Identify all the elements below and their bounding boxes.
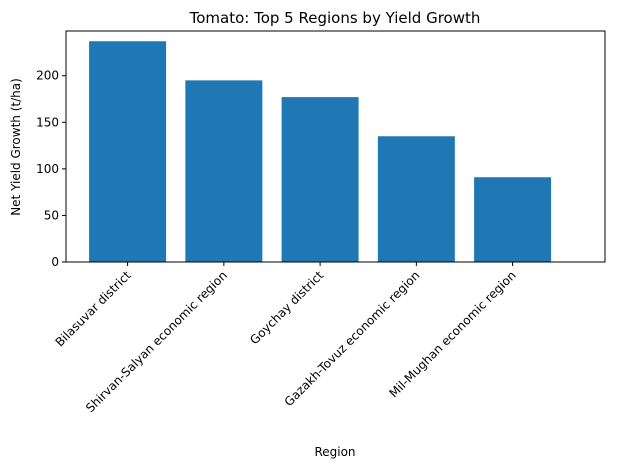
bar-5: [474, 177, 552, 262]
x-axis-label: Region: [314, 445, 355, 459]
plot-area: 0 50 100 150 200 Bilasuvar districtShirvan-S…: [36, 30, 606, 415]
x-tick-label-3: Goychay district: [247, 268, 326, 347]
y-tick-label-1: 0: [51, 255, 59, 269]
bar-1: [89, 41, 167, 262]
y-tick-label-2: 50: [44, 208, 59, 222]
y-axis-label: Net Yield Growth (t/ha): [9, 78, 23, 216]
y-axis: 0 50 100 150 200: [36, 69, 66, 269]
y-tick-label-3: 100: [36, 162, 59, 176]
x-tick-label-1: Bilasuvar district: [53, 268, 134, 349]
y-tick-label-5: 200: [36, 69, 59, 83]
bar-4: [377, 136, 455, 262]
chart-title: Tomato: Top 5 Regions by Yield Growth: [189, 9, 481, 27]
plot-frame: [65, 30, 606, 263]
y-tick-label-4: 150: [36, 115, 59, 129]
bar-3: [281, 97, 359, 263]
bars-group: [89, 41, 552, 263]
bar-2: [185, 80, 263, 262]
